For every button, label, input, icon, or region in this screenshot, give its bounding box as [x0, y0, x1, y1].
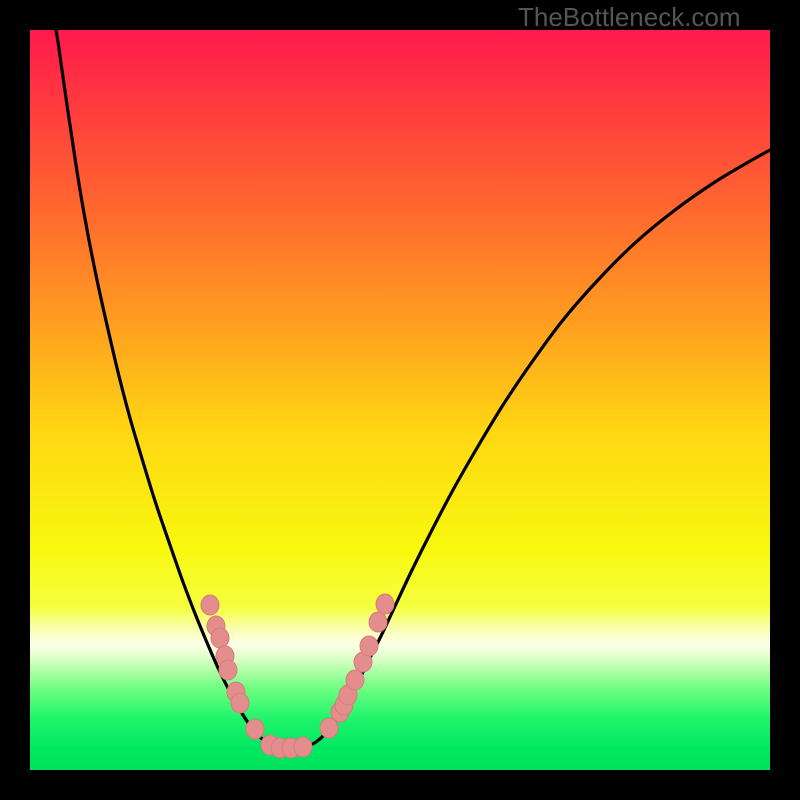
bottleneck-chart [30, 30, 770, 770]
chart-frame: TheBottleneck.com [0, 0, 800, 800]
curve-marker [360, 636, 378, 656]
curve-marker [219, 660, 237, 680]
curve-marker [346, 670, 364, 690]
watermark-text: TheBottleneck.com [518, 2, 741, 33]
curve-marker [201, 595, 219, 615]
curve-marker [294, 737, 312, 757]
curve-marker [369, 612, 387, 632]
curve-marker [231, 693, 249, 713]
curve-marker [246, 719, 264, 739]
gradient-background [30, 30, 770, 770]
curve-marker [376, 594, 394, 614]
curve-marker [211, 628, 229, 648]
